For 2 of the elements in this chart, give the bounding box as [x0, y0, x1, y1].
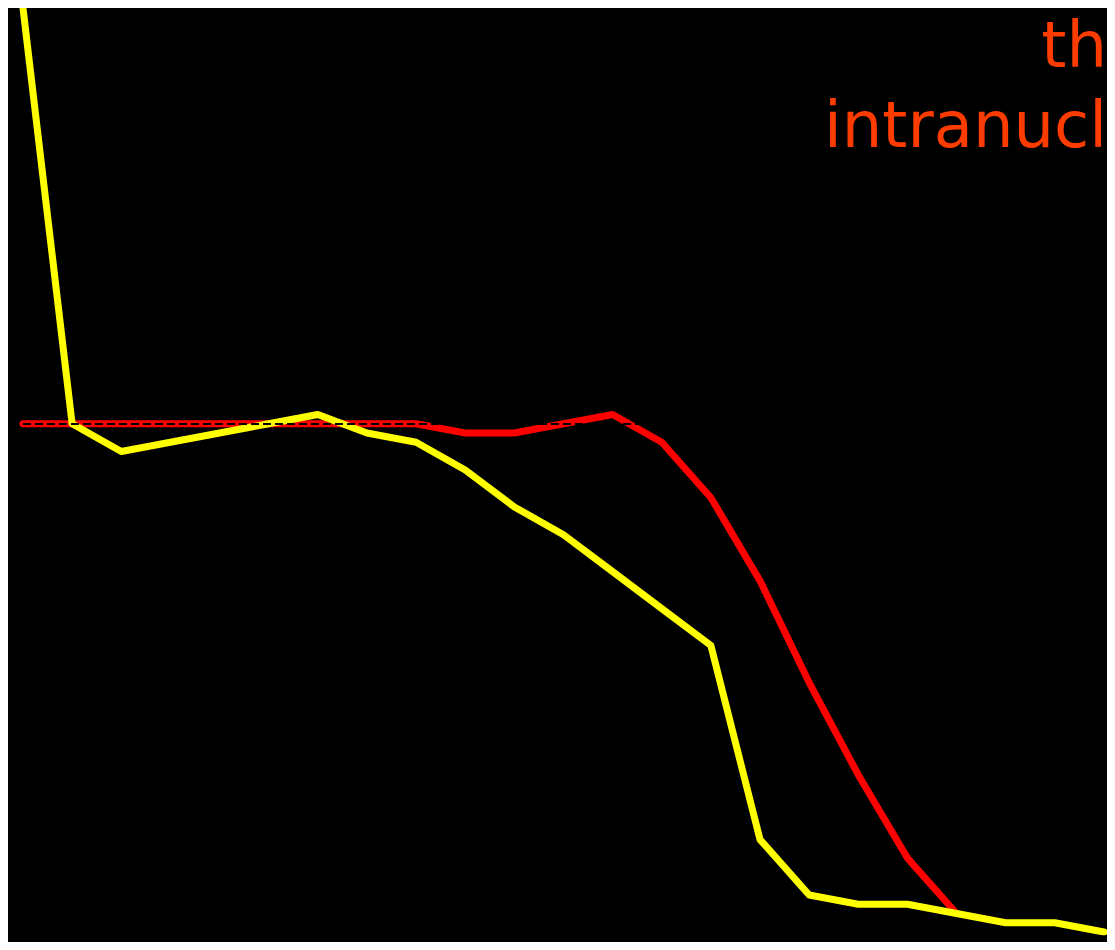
annotation: intranucl: [823, 88, 1107, 162]
annotation: th: [1041, 8, 1107, 82]
